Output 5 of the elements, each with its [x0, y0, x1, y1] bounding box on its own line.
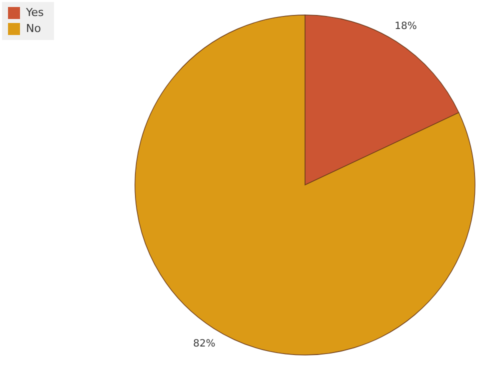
- legend-label: Yes: [25, 6, 44, 20]
- pie-slice: [134, 14, 476, 356]
- data-label: 18%: [394, 21, 417, 32]
- data-label: 82%: [193, 338, 216, 350]
- legend-label: No: [26, 22, 42, 36]
